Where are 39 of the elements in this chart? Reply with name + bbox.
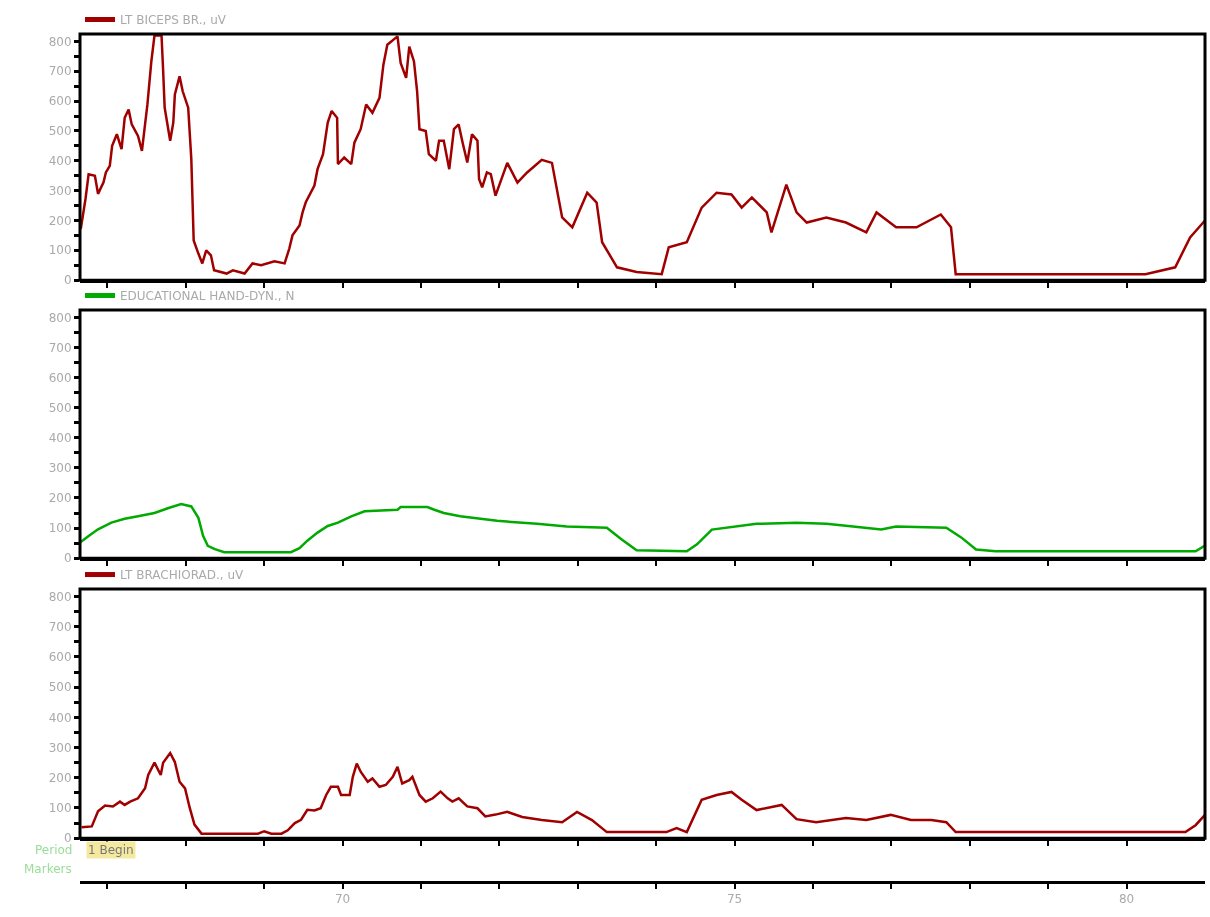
legend-label: LT BICEPS BR., uV bbox=[120, 13, 227, 28]
y-tick-label: 600 bbox=[48, 370, 72, 385]
legend-label: LT BRACHIORAD., uV bbox=[120, 568, 244, 583]
x-tick-label: 70 bbox=[334, 892, 351, 907]
y-tick-label: 400 bbox=[48, 710, 72, 725]
y-tick-label: 800 bbox=[48, 34, 72, 49]
y-tick-label: 600 bbox=[48, 650, 72, 665]
y-tick-label: 0 bbox=[63, 551, 72, 566]
y-tick-label: 300 bbox=[48, 740, 72, 755]
y-tick-label: 700 bbox=[48, 340, 72, 355]
legend-label: EDUCATIONAL HAND-DYN., N bbox=[120, 289, 295, 304]
y-tick-label: 400 bbox=[48, 431, 72, 446]
y-tick-label: 600 bbox=[48, 94, 72, 109]
y-tick-label: 800 bbox=[48, 310, 72, 325]
y-tick-label: 200 bbox=[48, 213, 72, 228]
y-tick-label: 200 bbox=[48, 770, 72, 785]
text: 1 Begin bbox=[88, 843, 134, 857]
y-tick-label: 700 bbox=[48, 619, 72, 634]
y-tick-label: 400 bbox=[48, 153, 72, 168]
y-tick-label: 100 bbox=[48, 801, 72, 816]
y-tick-label: 700 bbox=[48, 64, 72, 79]
y-tick-label: 300 bbox=[48, 183, 72, 198]
y-tick-label: 100 bbox=[48, 521, 72, 536]
y-tick-label: 300 bbox=[48, 461, 72, 476]
line-series bbox=[80, 34, 1205, 276]
text: Period bbox=[35, 843, 73, 857]
x-tick-label: 80 bbox=[1118, 892, 1135, 907]
y-tick-label: 500 bbox=[48, 680, 72, 695]
y-tick-label: 200 bbox=[48, 491, 72, 506]
x-tick-label: 75 bbox=[726, 892, 743, 907]
y-tick-label: 500 bbox=[48, 124, 72, 139]
y-tick-label: 100 bbox=[48, 243, 72, 258]
y-tick-label: 0 bbox=[63, 831, 72, 846]
y-tick-label: 500 bbox=[48, 400, 72, 415]
line-series bbox=[80, 751, 1205, 835]
text: Markers bbox=[24, 862, 72, 876]
y-tick-label: 0 bbox=[63, 273, 72, 288]
line-series bbox=[80, 502, 1205, 554]
y-tick-label: 800 bbox=[48, 589, 72, 604]
